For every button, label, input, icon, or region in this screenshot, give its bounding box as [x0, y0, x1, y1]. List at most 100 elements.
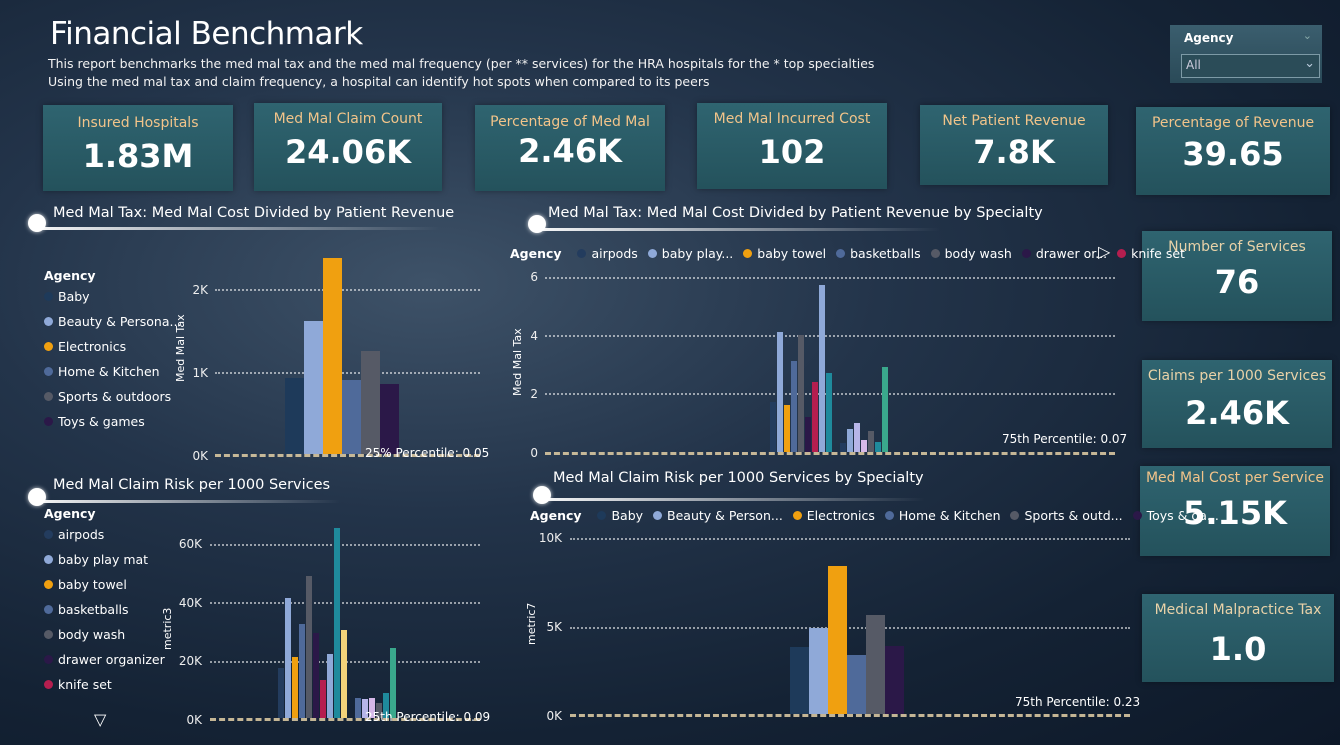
- legend-item[interactable]: Beauty & Persona...: [44, 314, 181, 339]
- kpi-claims-per-1000: Claims per 1000 Services 2.46K: [1142, 360, 1332, 448]
- chart-bar[interactable]: [380, 384, 399, 454]
- kpi-label: Percentage of Med Mal: [490, 114, 650, 130]
- chart-bar[interactable]: [299, 624, 305, 718]
- chart-bar[interactable]: [819, 285, 825, 452]
- chevron-down-icon[interactable]: ⌄: [1302, 29, 1312, 42]
- legend-item[interactable]: Baby: [597, 508, 643, 523]
- chart-bar[interactable]: [313, 633, 319, 718]
- chart-bar[interactable]: [790, 647, 809, 714]
- chart-bar[interactable]: [390, 648, 396, 718]
- percentile-line: [210, 718, 480, 721]
- legend-item[interactable]: knife set: [1117, 246, 1185, 261]
- chart-bar[interactable]: [798, 335, 804, 452]
- chart-bar[interactable]: [840, 443, 846, 452]
- chart-bar[interactable]: [784, 405, 790, 452]
- legend-item[interactable]: baby towel: [44, 577, 165, 602]
- legend-item[interactable]: Electronics: [44, 339, 181, 364]
- chart-bar[interactable]: [847, 655, 866, 714]
- legend-item[interactable]: airpods: [577, 246, 638, 261]
- legend-item[interactable]: Electronics: [792, 508, 875, 523]
- chart-bar[interactable]: [847, 429, 853, 452]
- legend-item[interactable]: baby towel: [743, 246, 826, 261]
- chart-bar[interactable]: [805, 417, 811, 452]
- kpi-incurred-cost: Med Mal Incurred Cost 102: [697, 103, 887, 189]
- chart-bar[interactable]: [285, 378, 304, 454]
- chart-bar[interactable]: [770, 402, 776, 452]
- legend-item[interactable]: body wash: [44, 627, 165, 652]
- chart-bar[interactable]: [875, 442, 881, 452]
- chart-bar[interactable]: [861, 440, 867, 452]
- ytick: 2: [530, 387, 538, 401]
- chart-bar[interactable]: [306, 576, 312, 718]
- chart-bar[interactable]: [777, 332, 783, 452]
- legend-item[interactable]: baby play mat: [44, 552, 165, 577]
- chart-bar[interactable]: [362, 699, 368, 718]
- chart-bar[interactable]: [278, 668, 284, 718]
- legend-item[interactable]: Baby: [44, 289, 181, 314]
- chart-bar[interactable]: [854, 423, 860, 452]
- legend-scroll-down-icon[interactable]: ▽: [94, 710, 107, 729]
- chart3-percentile-label: 25th Percentile: 0.09: [365, 710, 491, 724]
- percentile-line: [215, 454, 480, 457]
- chart-bar[interactable]: [334, 528, 340, 718]
- chart-bar[interactable]: [383, 693, 389, 718]
- chart-bar[interactable]: [292, 657, 298, 718]
- chart2-percentile-label: 75th Percentile: 0.07: [1002, 432, 1128, 446]
- kpi-percentage-med-mal: Percentage of Med Mal 2.46K: [475, 105, 665, 191]
- chart-bar[interactable]: [376, 703, 382, 718]
- kpi-label: Insured Hospitals: [77, 115, 199, 131]
- legend-item[interactable]: basketballs: [44, 602, 165, 627]
- legend-item[interactable]: Sports & outd...: [1010, 508, 1123, 523]
- legend-next-arrow-icon[interactable]: ▷: [1098, 242, 1111, 261]
- legend-item[interactable]: drawer organizer: [44, 652, 165, 677]
- chart-bar[interactable]: [826, 373, 832, 452]
- chart-bar[interactable]: [882, 367, 888, 452]
- chart-bar[interactable]: [812, 382, 818, 452]
- ytick: 5K: [546, 620, 562, 634]
- kpi-insured-hospitals: Insured Hospitals 1.83M: [43, 105, 233, 191]
- chart-bar[interactable]: [809, 628, 828, 714]
- slider-knob[interactable]: [533, 486, 551, 504]
- chart3-ylabel: metric3: [161, 607, 174, 650]
- kpi-label: Percentage of Revenue: [1151, 115, 1315, 131]
- kpi-label: Claims per 1000 Services: [1147, 368, 1327, 384]
- kpi-value: 76: [1214, 263, 1260, 301]
- chart-bar[interactable]: [342, 380, 361, 454]
- chart-bar[interactable]: [304, 321, 323, 454]
- chart-bar[interactable]: [341, 630, 347, 718]
- chart-bar[interactable]: [868, 431, 874, 452]
- legend-item[interactable]: knife set: [44, 677, 165, 702]
- legend-item[interactable]: Toys & ga...: [1132, 508, 1219, 523]
- chart-bar[interactable]: [323, 258, 342, 454]
- chart-bar[interactable]: [320, 680, 326, 718]
- chart-bar[interactable]: [327, 654, 333, 718]
- legend-item[interactable]: Home & Kitchen: [884, 508, 1001, 523]
- chart-bar[interactable]: [885, 646, 904, 714]
- chart-bar[interactable]: [828, 566, 847, 714]
- legend-item[interactable]: body wash: [930, 246, 1012, 261]
- chart-bar[interactable]: [791, 361, 797, 452]
- agency-slicer[interactable]: Agency ⌄ All ⌄: [1170, 25, 1322, 83]
- legend-item[interactable]: Beauty & Person...: [653, 508, 783, 523]
- legend-item[interactable]: Toys & games: [44, 414, 181, 439]
- chart3-legend-title: Agency: [44, 506, 96, 521]
- chart4-title: Med Mal Claim Risk per 1000 Services by …: [553, 470, 924, 486]
- chart-bar[interactable]: [361, 351, 380, 454]
- chart-bar[interactable]: [866, 615, 885, 714]
- slider-knob[interactable]: [28, 488, 46, 506]
- legend-item[interactable]: airpods: [44, 527, 165, 552]
- chart-bar[interactable]: [355, 698, 361, 718]
- kpi-label: Medical Malpractice Tax: [1154, 602, 1322, 618]
- kpi-value: 7.8K: [973, 133, 1055, 171]
- ytick: 6: [530, 270, 538, 284]
- legend-item[interactable]: basketballs: [836, 246, 921, 261]
- legend-title: Agency: [510, 246, 562, 261]
- chart-bar[interactable]: [369, 698, 375, 718]
- legend-item[interactable]: drawer or...: [1021, 246, 1107, 261]
- legend-item[interactable]: Home & Kitchen: [44, 364, 181, 389]
- legend-item[interactable]: baby play...: [647, 246, 733, 261]
- legend-item[interactable]: Sports & outdoors: [44, 389, 181, 414]
- agency-dropdown[interactable]: All ⌄: [1181, 54, 1320, 78]
- chart-bar[interactable]: [285, 598, 291, 718]
- chart2-legend: Agency airpods baby play... baby towel b…: [510, 246, 1191, 261]
